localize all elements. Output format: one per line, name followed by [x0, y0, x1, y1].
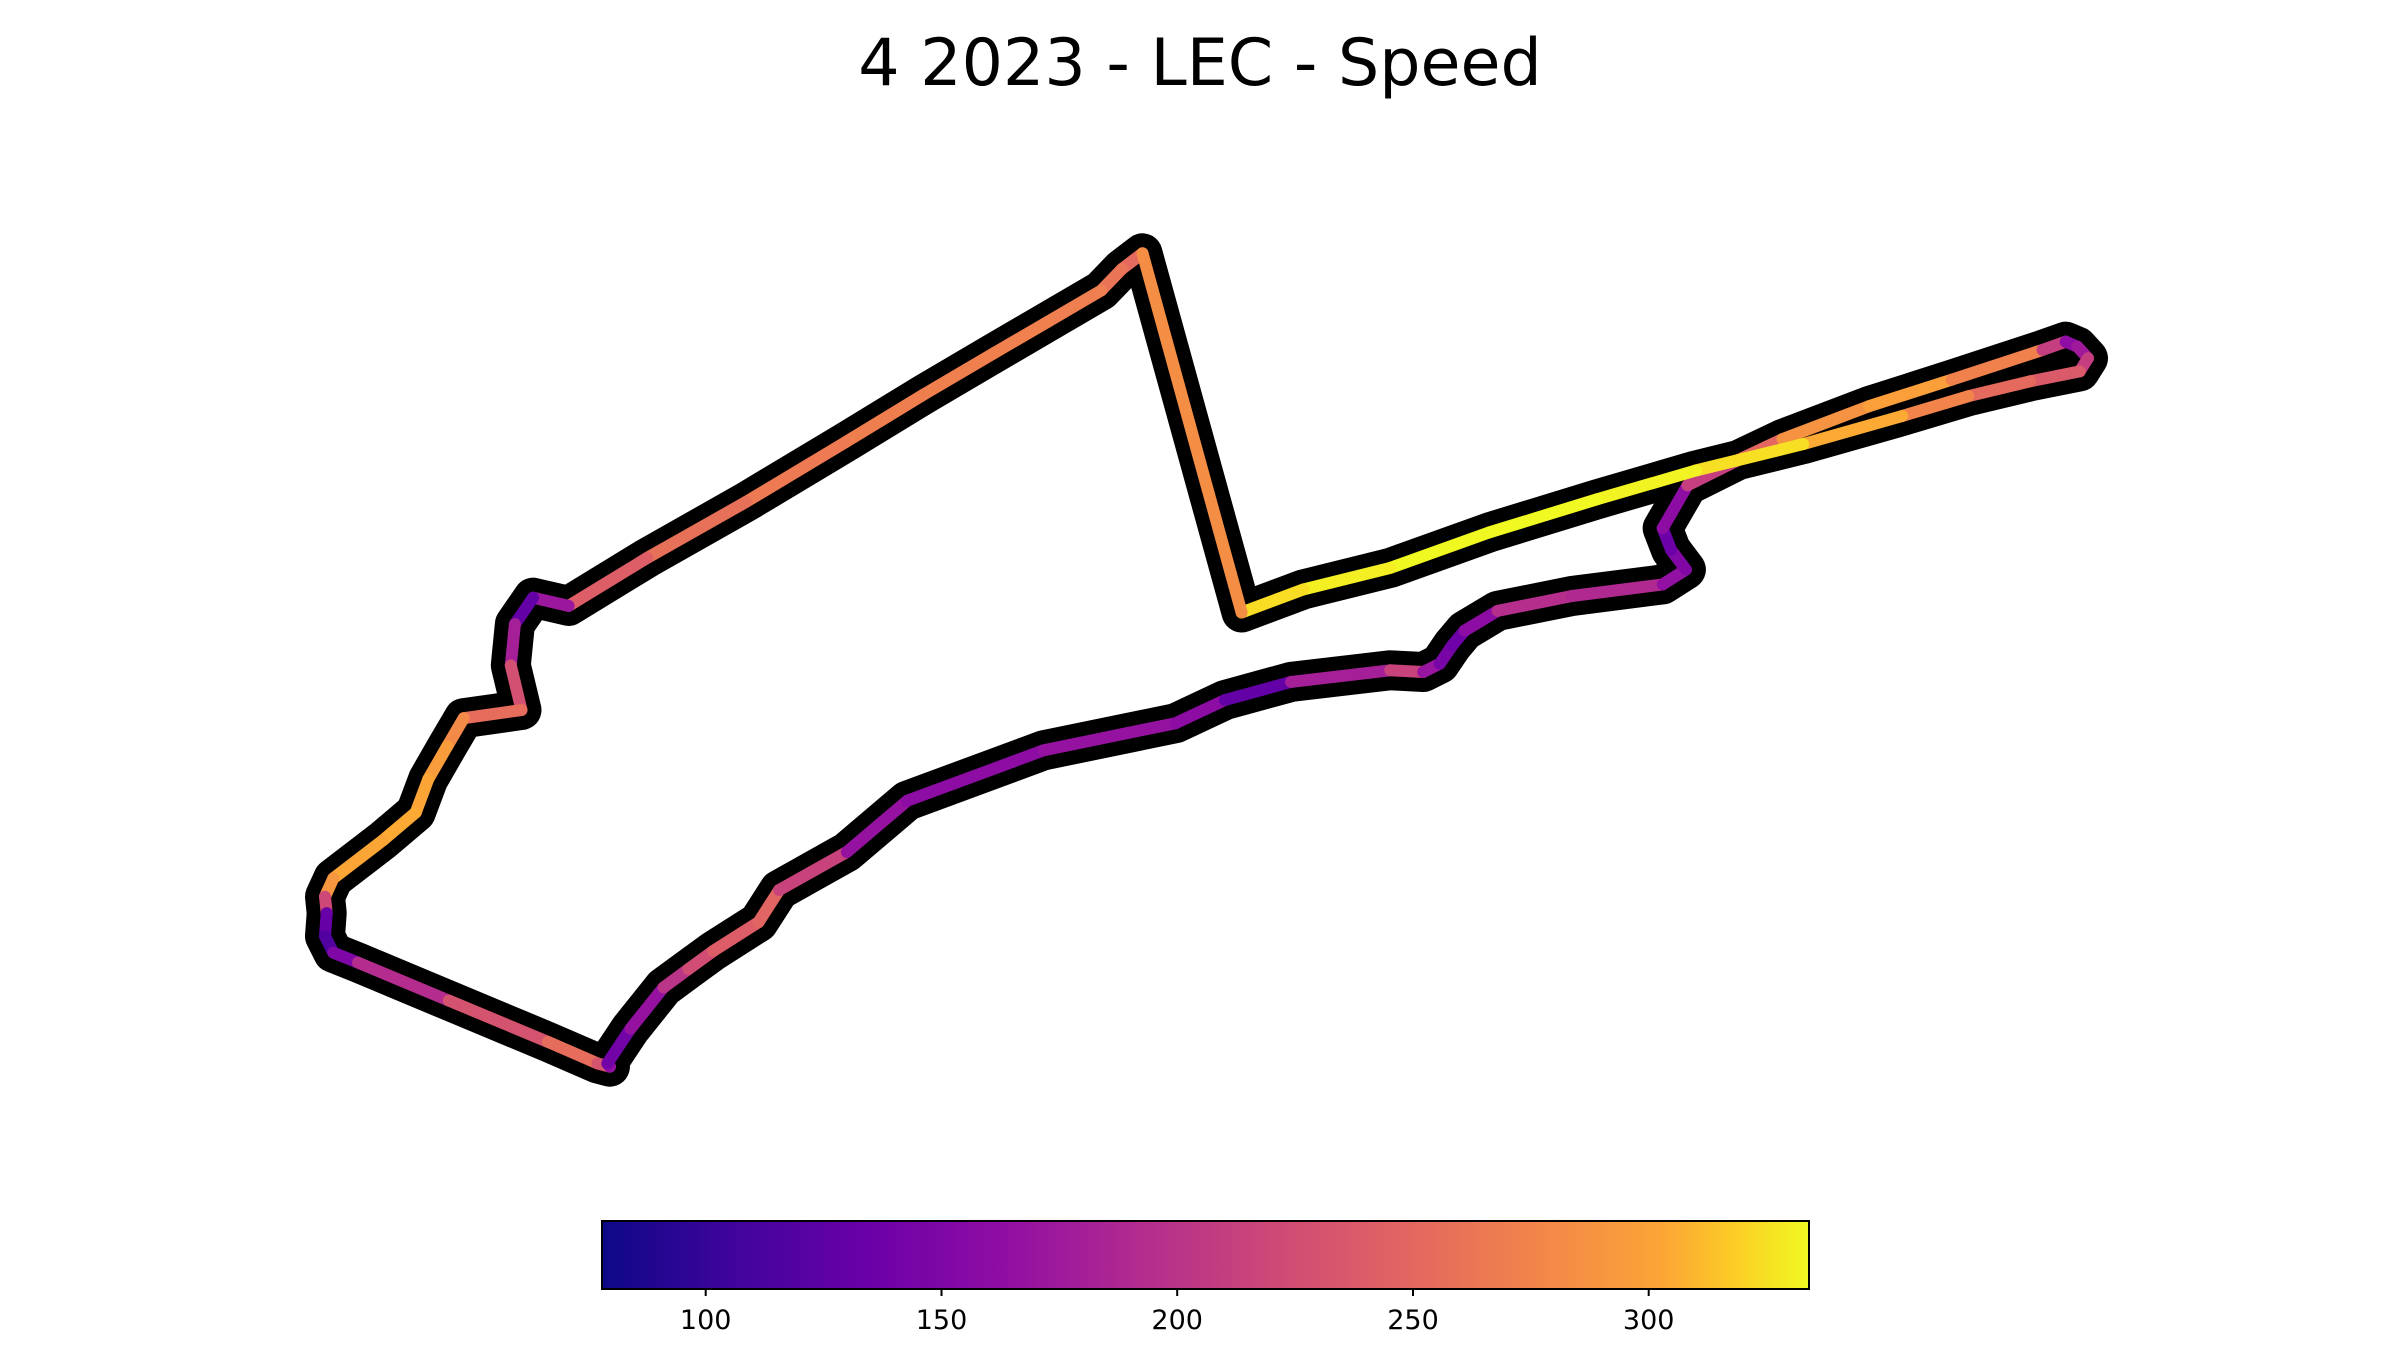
track-segment: [1962, 375, 2037, 403]
track-segment: [1776, 400, 1876, 446]
track-segment: [1491, 590, 1578, 617]
track-segment: [457, 704, 528, 725]
track-segment: [839, 388, 930, 449]
track-segment: [1656, 479, 1694, 535]
track-segment: [1483, 493, 1603, 539]
colorbar: 100 150 200 250 300: [601, 1220, 1810, 1336]
track-segment: [752, 884, 786, 929]
track-segment: [601, 1022, 637, 1070]
track-segment: [707, 916, 765, 958]
track-segment: [352, 956, 455, 1007]
track-segment: [740, 436, 852, 508]
colorbar-gradient: [601, 1220, 1810, 1290]
track-segment: [773, 846, 853, 896]
track-segment: [1945, 343, 2049, 386]
track-segment: [1235, 583, 1310, 619]
track-segment: [542, 1035, 604, 1070]
colorbar-tick-label: 200: [1151, 1305, 1203, 1336]
track-segment: [504, 659, 528, 716]
track-group: [305, 233, 2108, 1087]
colorbar-tick-label: 100: [680, 1305, 732, 1336]
track-segment: [901, 744, 1050, 807]
track-segment: [327, 834, 389, 885]
colorbar-tick-label: 150: [916, 1305, 968, 1336]
colorbar-tick-label: 300: [1623, 1305, 1675, 1336]
chart-title: 4 2023 - LEC - Speed: [858, 26, 1542, 101]
track-segment: [1458, 604, 1504, 637]
track-segment: [1384, 526, 1496, 574]
track-segment: [562, 552, 653, 612]
track-segment: [641, 495, 753, 564]
track-segment: [527, 591, 575, 612]
track-segment: [1219, 675, 1298, 706]
track-segment: [422, 740, 454, 786]
track-segment: [1797, 410, 1909, 451]
track-segment: [1297, 561, 1397, 596]
track-segment: [442, 994, 554, 1048]
track-segment: [1041, 284, 1108, 328]
track-segment: [840, 794, 914, 858]
track-speed-segments: [319, 247, 2094, 1073]
track-segment: [917, 347, 1000, 401]
track-segment: [1590, 464, 1702, 506]
colorbar-tick-label: 250: [1387, 1305, 1439, 1336]
track-segment: [1169, 694, 1232, 730]
track-segment: [376, 806, 422, 847]
track-segment: [1863, 373, 1958, 413]
track-segment: [2024, 365, 2086, 388]
track-segment: [1037, 717, 1182, 757]
track-outline: [305, 233, 2108, 1087]
track-segment: [504, 618, 521, 672]
track-segment: [1689, 438, 1810, 477]
colorbar-ticks: 100 150 200 250 300: [680, 1289, 1675, 1336]
track-segment: [1896, 390, 1975, 422]
track-segment: [624, 981, 670, 1035]
track-segment: [1565, 578, 1669, 602]
track-segment: [1285, 664, 1397, 688]
track-segment: [987, 315, 1054, 360]
track-segment: [1136, 247, 1248, 619]
